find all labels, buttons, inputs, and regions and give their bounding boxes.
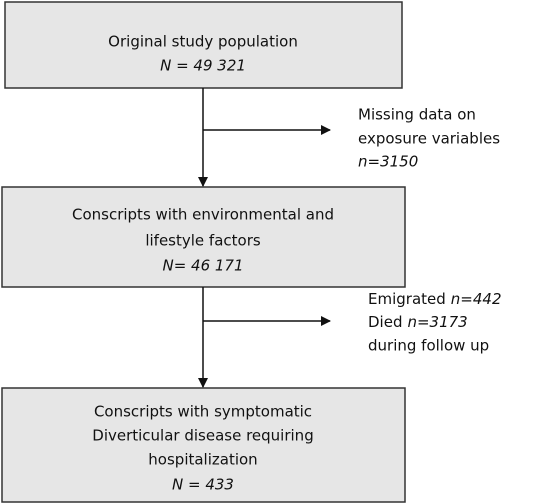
box-text: Original study population bbox=[108, 33, 298, 51]
exclusion-text: exposure variables bbox=[358, 130, 500, 148]
exclusion-text: Missing data on bbox=[358, 106, 476, 124]
box-text: Conscripts with environmental and bbox=[72, 206, 334, 224]
box-text: Conscripts with symptomatic bbox=[94, 403, 312, 421]
exclusion-count: n=442 bbox=[451, 290, 502, 308]
exclusion-label: Emigrated bbox=[368, 290, 446, 308]
box bbox=[1, 186, 406, 288]
box bbox=[4, 1, 403, 89]
exclusion-note: during follow up bbox=[368, 337, 489, 355]
exclusion-item: Died n=3173 bbox=[368, 313, 468, 331]
exclusion-item: Emigrated n=442 bbox=[368, 290, 502, 308]
exclusion-label: Died bbox=[368, 313, 402, 331]
box-text: lifestyle factors bbox=[145, 232, 261, 250]
box-count: N= 46 171 bbox=[162, 257, 243, 275]
exclusion-count: n=3150 bbox=[358, 153, 418, 171]
box-text: Diverticular disease requiring bbox=[92, 427, 313, 445]
exclusion-count: n=3173 bbox=[407, 313, 467, 331]
box-count: N = 433 bbox=[172, 476, 234, 494]
box-count: N = 49 321 bbox=[160, 57, 246, 75]
box bbox=[1, 387, 406, 503]
box-text: hospitalization bbox=[148, 451, 257, 469]
